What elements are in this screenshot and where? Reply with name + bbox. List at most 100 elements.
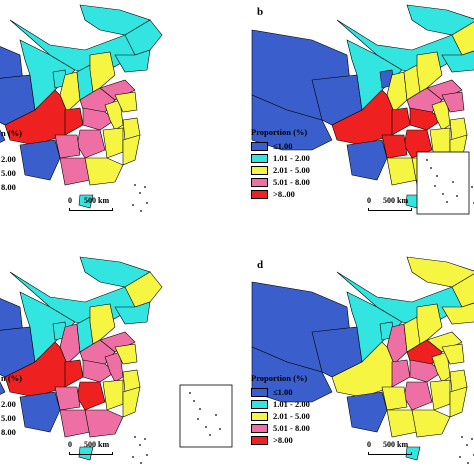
island-dot — [134, 436, 136, 438]
island-dot — [146, 454, 148, 456]
island-dot — [140, 462, 142, 464]
legend-row-b-2: 1.01 - 2.00 — [251, 152, 310, 164]
province-jiangxi — [102, 379, 124, 411]
province-hainan — [78, 194, 94, 209]
legend-row-d-4: 5.01 - 8.00 — [251, 422, 310, 434]
map-panel-c: n (%) 2.00 5.00 8.00 0 500 km — [0, 237, 237, 474]
province-jiangsu — [441, 343, 465, 365]
province-jiangxi — [429, 379, 451, 411]
inset-island-dot — [442, 193, 444, 195]
province-jiangxi — [102, 127, 124, 159]
panel-label-b: b — [257, 6, 264, 18]
legend-swatch-b-3 — [251, 165, 268, 175]
inset-island-dot — [219, 428, 221, 430]
inset-island-dot — [199, 408, 201, 410]
legend-swatch-d-5 — [251, 435, 268, 445]
scale-line-d — [368, 452, 412, 455]
scale-bar-c: 0 500 km — [68, 440, 128, 460]
province-jilin — [451, 273, 474, 308]
inset-island-dot — [426, 159, 428, 161]
legend-d: Proportion (%) ≤1.00 1.01 - 2.00 2.01 - … — [251, 373, 310, 446]
legend-row-b-4: 5.01 - 8.00 — [251, 176, 310, 188]
legend-swatch-b-2 — [251, 153, 268, 163]
inset-island-dot — [456, 195, 458, 197]
legend-row-b-3: 2.01 - 5.00 — [251, 164, 310, 176]
map-panel-b: b Proportion (%) ≤1.00 1.01 - 2.00 2.01 … — [237, 0, 474, 237]
island-dot — [459, 456, 461, 458]
legend-swatch-b-5 — [251, 189, 268, 199]
scale-bar-d: 0 500 km — [367, 440, 427, 460]
inset-island-dot — [215, 414, 217, 416]
province-hunan — [76, 381, 106, 411]
province-group — [0, 256, 163, 464]
legend-swatch-b-1 — [251, 141, 268, 151]
province-guizhou — [381, 134, 408, 159]
scale-distance-d: 500 km — [383, 440, 409, 449]
legend-swatch-b-4 — [251, 177, 268, 187]
province-fujian — [449, 386, 468, 418]
legend-partial-item-a-1: 2.00 — [1, 154, 16, 164]
inset-island-dot — [189, 392, 191, 394]
island-dot — [134, 184, 136, 186]
scale-distance-a: 500 km — [84, 196, 110, 205]
china-choropleth-map-d — [251, 256, 474, 464]
legend-title-d: Proportion (%) — [251, 373, 308, 383]
island-dot — [132, 204, 134, 206]
province-jiangsu — [114, 343, 138, 365]
inset-island-dot — [434, 185, 436, 187]
legend-label-d-2: 1.01 - 2.00 — [273, 399, 310, 409]
scale-distance-c: 500 km — [84, 440, 110, 449]
legend-label-b-1: ≤1.00 — [273, 141, 293, 151]
legend-b: Proportion (%) ≤1.00 1.01 - 2.00 2.01 - … — [251, 127, 310, 200]
legend-partial-item-a-2: 5.00 — [1, 168, 16, 178]
legend-partial-item-c-3: 8.00 — [1, 427, 16, 437]
province-liaoning — [441, 302, 474, 325]
scale-line-b — [368, 208, 412, 211]
province-tibet — [0, 381, 6, 395]
island-dot — [139, 444, 141, 446]
province-yunnan — [346, 139, 388, 181]
scale-line-c — [69, 452, 113, 455]
island-dot — [144, 438, 146, 440]
province-jilin — [451, 21, 474, 56]
south-china-sea-inset — [179, 384, 233, 448]
legend-row-d-5: >8.00 — [251, 434, 310, 446]
island-dot — [144, 186, 146, 188]
scale-distance-b: 500 km — [383, 196, 409, 205]
inset-island-dot — [436, 175, 438, 177]
legend-label-d-3: 2.01 - 5.00 — [273, 411, 310, 421]
inset-island-dot — [209, 434, 211, 436]
legend-partial-title-a: n (%) — [1, 128, 23, 138]
scale-bar-a: 0 500 km — [68, 196, 128, 216]
province-guizhou — [54, 134, 81, 159]
legend-row-d-2: 1.01 - 2.00 — [251, 398, 310, 410]
province-hubei — [409, 107, 443, 131]
province-yunnan — [346, 391, 388, 433]
legend-row-b-5: >8..00 — [251, 188, 310, 200]
province-jilin — [124, 271, 163, 308]
legend-label-d-5: >8.00 — [273, 435, 293, 445]
legend-label-d-1: ≤1.00 — [273, 387, 293, 397]
island-dot — [466, 444, 468, 446]
panel-label-d: d — [257, 259, 264, 271]
legend-partial-c: n (%) 2.00 5.00 8.00 — [1, 371, 22, 439]
legend-label-b-4: 5.01 - 8.00 — [273, 177, 310, 187]
province-yunnan — [19, 391, 61, 433]
map-panel-a: n (%) 2.00 5.00 8.00 0 500 km — [0, 0, 237, 237]
province-guizhou — [381, 386, 408, 411]
province-fujian — [122, 134, 141, 166]
island-dot — [471, 186, 473, 188]
island-dot — [467, 462, 469, 464]
map-panel-d: d Proportion (%) ≤1.00 1.01 - 2.00 2.01 … — [237, 237, 474, 474]
province-liaoning — [441, 50, 474, 73]
scale-zero-c: 0 — [68, 440, 72, 449]
island-dot — [139, 192, 141, 194]
province-group — [0, 4, 163, 212]
legend-swatch-d-2 — [251, 399, 268, 409]
legend-label-b-2: 1.01 - 2.00 — [273, 153, 310, 163]
scale-zero-b: 0 — [367, 196, 371, 205]
china-choropleth-map-a — [0, 4, 163, 212]
south-china-sea-inset — [416, 151, 470, 215]
island-dot — [471, 438, 473, 440]
legend-swatch-d-3 — [251, 411, 268, 421]
